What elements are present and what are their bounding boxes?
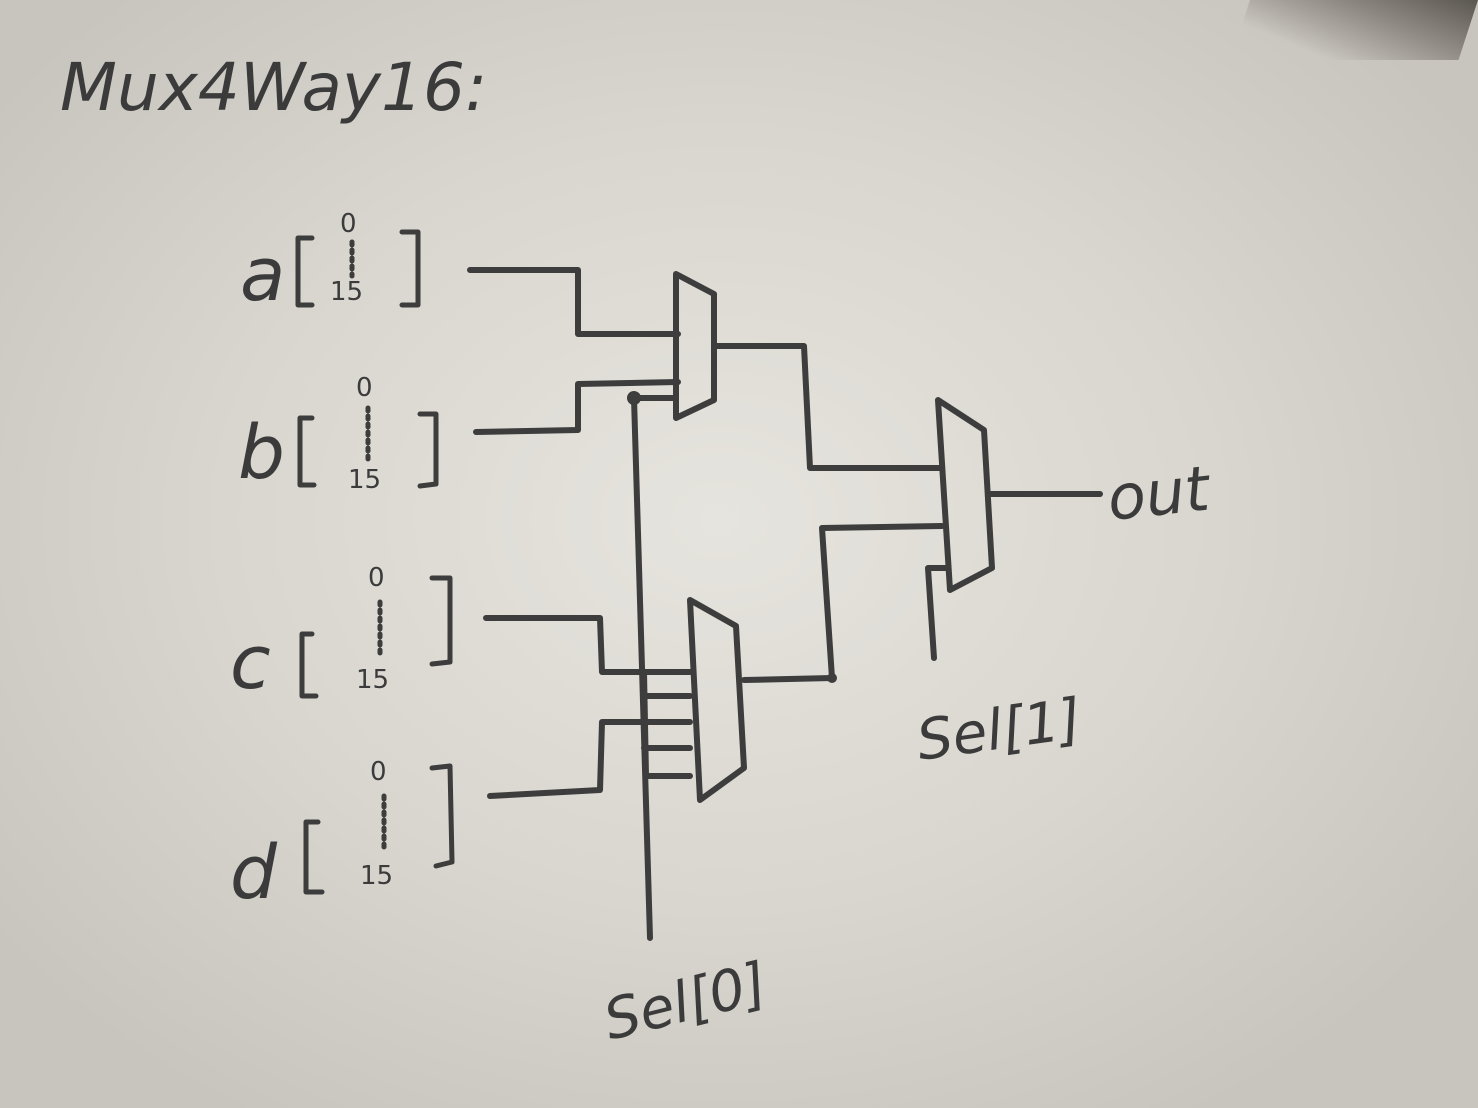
sel0-label: Sel[0] — [598, 951, 774, 1054]
sel0-junction-top — [627, 391, 641, 405]
sel0-wire — [631, 395, 653, 941]
input-c-bracket-left — [299, 631, 319, 699]
input-b-label: b 0 15 — [238, 373, 439, 496]
wire-d-to-mux2 — [487, 719, 693, 799]
input-c-bit-top: 0 — [368, 563, 385, 593]
wire-a-to-mux1 — [467, 267, 681, 337]
input-c-label: c 0 15 — [230, 563, 453, 706]
diagram-title: Mux4Way16: — [60, 49, 487, 126]
input-a-name: a — [240, 232, 285, 318]
input-a-label: a 0 15 — [240, 209, 421, 318]
input-d-bit-bottom: 15 — [360, 861, 393, 891]
input-a-bracket-left — [295, 235, 315, 308]
sel1-label: Sel[1] — [913, 687, 1085, 774]
input-d-bracket-right — [429, 763, 455, 869]
input-c-bracket-right — [429, 575, 453, 667]
input-b-bracket-right — [417, 411, 439, 489]
input-d-bit-top: 0 — [370, 757, 387, 787]
input-a-bit-top: 0 — [340, 209, 357, 239]
input-d-name: d — [230, 830, 278, 916]
input-a-bit-bottom: 15 — [330, 277, 363, 307]
output-label: out — [1104, 451, 1215, 534]
input-b-bit-top: 0 — [356, 373, 373, 403]
wire-c-to-mux2 — [483, 615, 693, 675]
wire-b-to-mux1 — [473, 379, 681, 435]
input-b-bracket-left — [297, 415, 317, 488]
input-b-name: b — [238, 410, 285, 496]
input-a-bracket-right — [399, 229, 421, 308]
wire-mux1-to-mux3 — [711, 343, 943, 471]
input-c-bit-bottom: 15 — [356, 665, 389, 695]
mux1-trapezoid — [673, 271, 717, 421]
input-d-label: d 0 15 — [230, 757, 455, 916]
wire-mux2-to-mux3 — [741, 523, 945, 683]
mux2-output-junction — [827, 673, 837, 683]
input-c-name: c — [230, 620, 271, 706]
mux2-trapezoid — [687, 597, 747, 803]
mux3-trapezoid — [935, 397, 995, 593]
input-b-bit-bottom: 15 — [348, 465, 381, 495]
sel1-wire — [925, 565, 951, 661]
input-d-bracket-left — [303, 819, 325, 895]
sel0-branch-to-mux2 — [641, 669, 693, 779]
